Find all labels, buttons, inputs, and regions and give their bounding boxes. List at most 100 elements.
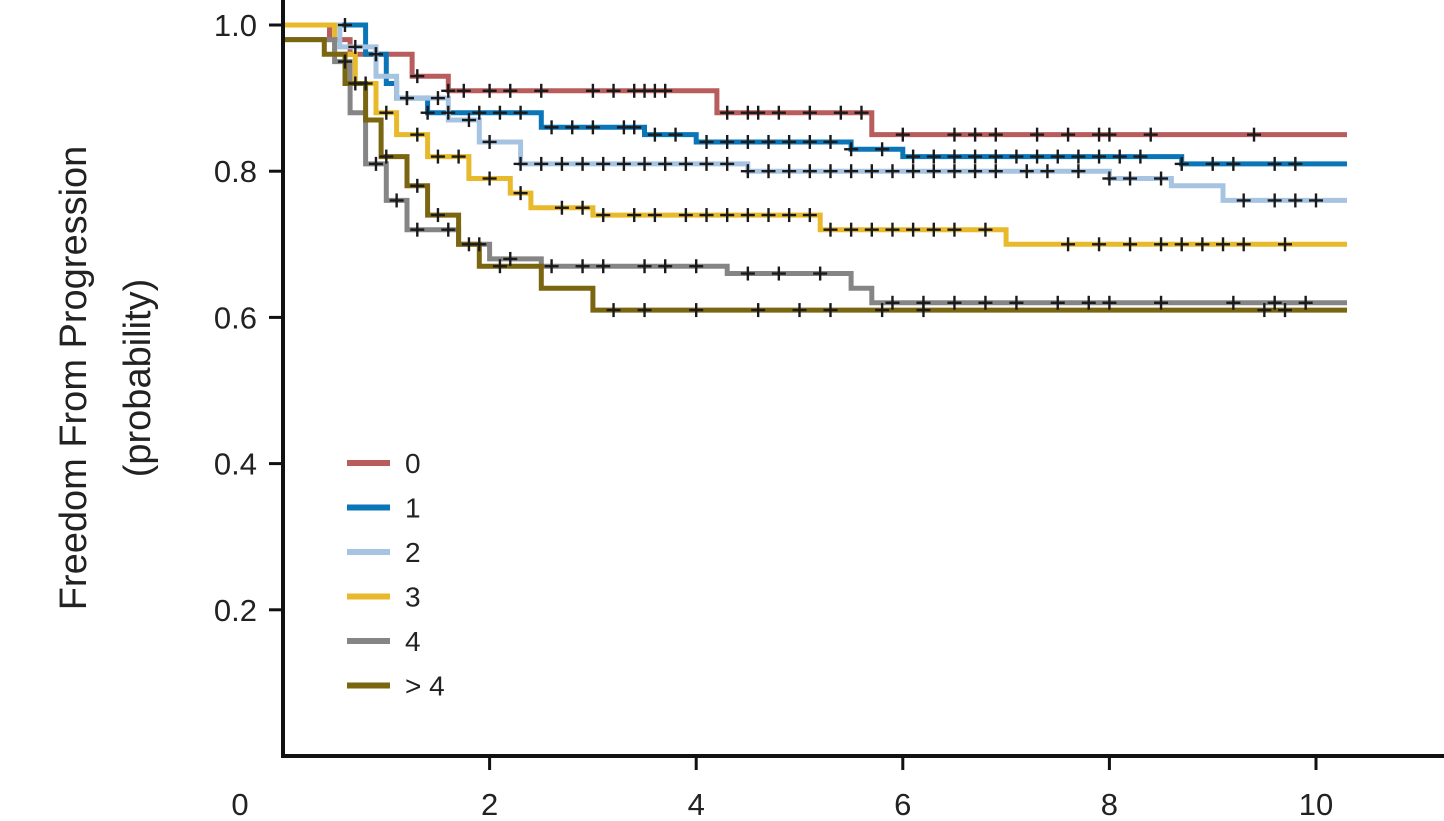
censor-mark-0-17 (802, 105, 817, 120)
censor-mark-0-24 (1030, 127, 1045, 142)
censor-mark-5-11 (823, 303, 838, 318)
censor-mark-4-12 (689, 259, 704, 274)
censor-mark-0-29 (1247, 127, 1262, 142)
censor-mark-4-18 (947, 295, 962, 310)
censor-mark-4-2 (389, 193, 404, 208)
censor-mark-3-14 (720, 208, 735, 223)
censor-mark-2-8 (575, 156, 590, 171)
censor-mark-1-28 (988, 149, 1003, 164)
censor-mark-1-30 (1030, 149, 1045, 164)
censor-mark-1-0 (337, 18, 352, 32)
y-tick-label-3: 0.8 (214, 154, 257, 189)
censor-mark-1-23 (875, 142, 890, 157)
censor-mark-4-11 (658, 259, 673, 274)
censor-mark-4-23 (1102, 295, 1117, 310)
censor-mark-1-33 (1092, 149, 1107, 164)
censor-mark-5-12 (875, 303, 890, 318)
censor-mark-4-0 (337, 54, 352, 69)
censor-mark-4-7 (544, 259, 559, 274)
legend-item-4: 4 (347, 626, 421, 657)
censor-mark-5-0 (348, 76, 363, 91)
censor-mark-4-15 (813, 266, 828, 281)
censor-mark-0-12 (658, 83, 673, 98)
axes (281, 0, 1444, 758)
censor-mark-4-21 (1050, 295, 1065, 310)
censor-mark-0-4 (482, 83, 497, 98)
censor-mark-2-5 (513, 156, 528, 171)
censor-mark-4-9 (596, 259, 611, 274)
censor-mark-2-2 (430, 91, 445, 106)
censor-mark-2-18 (782, 164, 797, 179)
censor-mark-5-7 (637, 303, 652, 318)
legend-label-3: 3 (405, 582, 421, 613)
legend-label-1: 1 (405, 493, 421, 524)
censor-mark-0-25 (1061, 127, 1076, 142)
censor-mark-5-4 (461, 237, 476, 252)
censor-mark-2-25 (926, 164, 941, 179)
censor-mark-2-33 (1123, 171, 1138, 186)
censor-mark-1-25 (926, 149, 941, 164)
legend-label-2: 2 (405, 537, 421, 568)
censor-mark-0-1 (410, 69, 425, 84)
series-line-5 (283, 37, 1347, 313)
censor-mark-0-19 (854, 105, 869, 120)
censor-mark-3-30 (1154, 237, 1169, 252)
censor-mark-3-29 (1123, 237, 1138, 252)
censor-mark-0-20 (895, 127, 910, 142)
censor-mark-5-14 (1257, 303, 1272, 318)
censor-mark-3-35 (1278, 237, 1293, 252)
censor-mark-0-8 (606, 83, 621, 98)
censor-mark-3-1 (379, 105, 394, 120)
censor-mark-5-1 (379, 149, 394, 164)
censor-mark-5-2 (410, 178, 425, 193)
censor-mark-3-27 (1061, 237, 1076, 252)
legend-item-3: 3 (347, 582, 421, 613)
censor-mark-4-19 (978, 295, 993, 310)
censor-mark-3-32 (1195, 237, 1210, 252)
censor-mark-0-18 (833, 105, 848, 120)
censor-mark-3-6 (513, 186, 528, 201)
censor-mark-1-3 (420, 105, 435, 120)
censor-mark-2-9 (596, 156, 611, 171)
censor-mark-0-2 (441, 83, 456, 98)
censor-mark-2-38 (1309, 193, 1323, 208)
censor-mark-2-20 (823, 164, 838, 179)
censor-mark-0-21 (947, 127, 962, 142)
censor-mark-2-1 (399, 91, 414, 106)
censor-mark-2-23 (885, 164, 900, 179)
y-axis-title-line-2: (probability) (117, 279, 159, 478)
x-tick-label-4: 8 (1101, 787, 1118, 821)
censor-mark-1-15 (699, 134, 714, 149)
x-tick-label-0: 0 (231, 787, 248, 821)
censor-mark-3-13 (699, 208, 714, 223)
y-tick-label-1: 0.4 (214, 447, 257, 482)
x-tick-label-5: 10 (1299, 787, 1333, 821)
censor-mark-3-31 (1174, 237, 1189, 252)
censor-mark-1-8 (544, 120, 559, 135)
censor-mark-2-16 (740, 164, 755, 179)
censor-mark-4-27 (1298, 295, 1313, 310)
censor-mark-3-23 (906, 222, 921, 237)
censor-mark-0-28 (1143, 127, 1158, 142)
censor-mark-0-5 (503, 83, 518, 98)
censor-mark-3-17 (782, 208, 797, 223)
censor-mark-1-10 (585, 120, 600, 135)
censor-mark-2-19 (802, 164, 817, 179)
censor-mark-1-24 (906, 149, 921, 164)
censor-mark-2-11 (637, 156, 652, 171)
censor-mark-1-7 (513, 105, 528, 120)
censor-mark-1-17 (740, 134, 755, 149)
censor-mark-4-25 (1226, 295, 1241, 310)
censor-mark-3-24 (926, 222, 941, 237)
censor-mark-2-28 (988, 164, 1003, 179)
censor-mark-1-26 (947, 149, 962, 164)
censor-mark-2-34 (1154, 171, 1169, 186)
tick-labels: 0.20.40.60.81.00 2 4 6 8 10 (214, 8, 1333, 821)
censor-mark-3-9 (596, 208, 611, 223)
censor-mark-0-27 (1102, 127, 1117, 142)
censor-mark-1-31 (1050, 149, 1065, 164)
censor-mark-1-18 (761, 134, 776, 149)
censor-mark-5-9 (751, 303, 766, 318)
censor-mark-1-38 (1226, 156, 1241, 171)
censor-mark-0-23 (988, 127, 1003, 142)
